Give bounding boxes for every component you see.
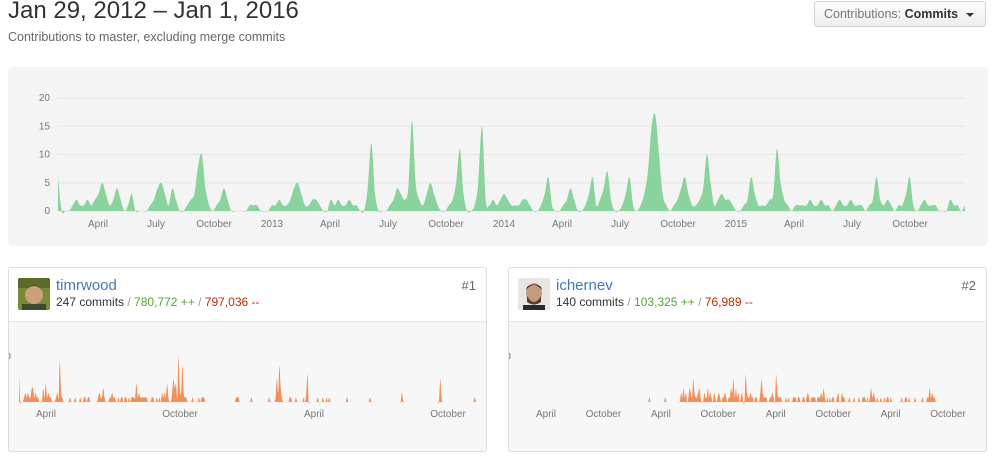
x-tick-label: April <box>766 409 786 420</box>
avatar-photo-icon <box>518 278 550 310</box>
contributions-type-select[interactable]: Contributions: Commits <box>814 1 986 27</box>
contributor-name-link[interactable]: timrwood <box>56 277 117 294</box>
x-tick-label: October <box>428 219 464 230</box>
x-tick-label: April <box>304 409 324 420</box>
contributor-rank: #1 <box>461 278 476 293</box>
contributor-header: ichernev 140 commits / 103,325 ++ / 76,9… <box>509 268 986 322</box>
contributor-commits-area <box>19 356 476 405</box>
commit-count: 247 commits <box>56 295 125 309</box>
range-title: Jan 29, 2012 – Jan 1, 2016 <box>8 0 299 24</box>
y-tick-label: 10 <box>9 352 11 363</box>
contributor-card-1: timrwood 247 commits / 780,772 ++ / 797,… <box>8 267 487 452</box>
y-tick-label: 0 <box>44 206 50 217</box>
contributor-commits-chart: 10 April October April October April October Ap… <box>509 322 986 451</box>
avatar[interactable] <box>518 278 550 310</box>
commits-over-time-chart: 20 15 10 5 0 April July October 2013 April July Oct… <box>8 67 988 246</box>
x-tick-label: April <box>552 219 572 230</box>
avatar-photo-icon <box>18 278 50 310</box>
y-tick-label: 5 <box>44 178 50 189</box>
contributor-commits-area <box>519 374 976 405</box>
x-tick-label: October <box>430 409 466 420</box>
caret-down-icon <box>965 12 974 17</box>
y-tick-label: 10 <box>39 150 51 161</box>
additions-count: 780,772 ++ <box>134 295 195 309</box>
x-tick-label: April <box>320 219 340 230</box>
contributor-rank: #2 <box>961 278 976 293</box>
contributor-stats: 247 commits / 780,772 ++ / 797,036 -- <box>56 295 260 309</box>
x-tick-label: April <box>88 219 108 230</box>
x-tick-label: July <box>147 219 165 230</box>
x-tick-label: April <box>536 409 556 420</box>
commits-area <box>58 113 965 214</box>
x-tick-label: July <box>843 219 861 230</box>
x-tick-label: October <box>930 409 966 420</box>
x-tick-label: October <box>660 219 696 230</box>
range-subtitle: Contributions to master, excluding merge… <box>8 30 286 44</box>
contributor-commits-chart: 10 April October April October <box>9 322 486 451</box>
select-value: Commits <box>904 7 959 21</box>
x-tick-label: October <box>892 219 928 230</box>
y-tick-label: 20 <box>39 93 51 104</box>
select-label: Contributions: <box>824 7 902 21</box>
avatar[interactable] <box>18 278 50 310</box>
contributor-header: timrwood 247 commits / 780,772 ++ / 797,… <box>9 268 486 322</box>
x-tick-label: April <box>651 409 671 420</box>
x-tick-label: 2014 <box>493 219 516 230</box>
x-tick-label: October <box>162 409 198 420</box>
contributor-chart-svg: 10 April October April October April October Ap… <box>509 352 976 420</box>
x-tick-label: October <box>586 409 622 420</box>
x-tick-label: July <box>379 219 397 230</box>
x-tick-label: October <box>815 409 851 420</box>
x-tick-label: October <box>196 219 232 230</box>
x-tick-label: April <box>784 219 804 230</box>
x-tick-label: April <box>881 409 901 420</box>
contributor-chart-svg: 10 April October April October <box>9 352 476 420</box>
additions-count: 103,325 ++ <box>634 295 695 309</box>
x-tick-label: April <box>36 409 56 420</box>
x-tick-label: 2013 <box>261 219 284 230</box>
x-tick-label: October <box>700 409 736 420</box>
contributor-card-2: ichernev 140 commits / 103,325 ++ / 76,9… <box>508 267 987 452</box>
commit-count: 140 commits <box>556 295 625 309</box>
x-tick-label: July <box>611 219 629 230</box>
y-tick-label: 15 <box>39 121 51 132</box>
deletions-count: 797,036 -- <box>204 295 260 309</box>
contributor-name-link[interactable]: ichernev <box>556 277 613 294</box>
y-tick-label: 10 <box>509 352 511 363</box>
contributor-stats: 140 commits / 103,325 ++ / 76,989 -- <box>556 295 753 309</box>
deletions-count: 76,989 -- <box>704 295 753 309</box>
x-tick-label: 2015 <box>725 219 748 230</box>
